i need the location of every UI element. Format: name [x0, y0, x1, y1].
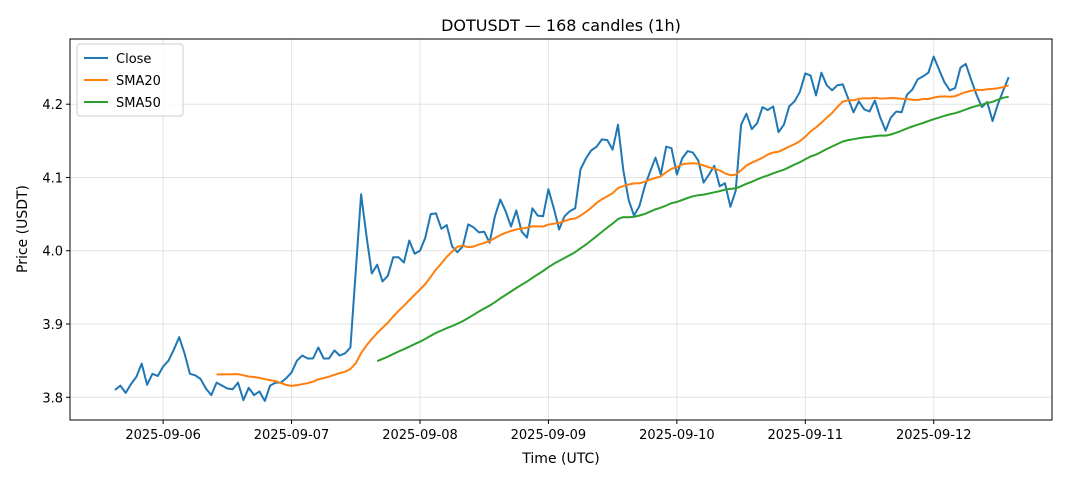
legend-label-close: Close — [116, 52, 151, 67]
y-tick-label: 4.0 — [42, 245, 63, 260]
series-line-close — [114, 55, 1010, 402]
x-tick-label: 2025-09-06 — [125, 428, 201, 443]
x-tick-label: 2025-09-11 — [768, 428, 844, 443]
legend: Close SMA20 SMA50 — [76, 43, 184, 117]
y-tick-label: 3.8 — [42, 391, 63, 406]
y-tick-label: 4.1 — [42, 171, 63, 186]
y-tick-label: 4.2 — [42, 98, 63, 113]
x-tick-label: 2025-09-12 — [896, 428, 972, 443]
y-tick-label: 3.9 — [42, 318, 63, 333]
grid — [70, 39, 1052, 420]
legend-box — [76, 43, 184, 117]
x-tick-label: 2025-09-10 — [639, 428, 715, 443]
legend-label-sma20: SMA20 — [116, 74, 161, 89]
x-tick-label: 2025-09-08 — [382, 428, 458, 443]
series-line-sma20 — [216, 84, 1010, 387]
x-tick-label: 2025-09-07 — [254, 428, 330, 443]
y-axis-label: Price (USDT) — [15, 185, 31, 273]
y-axis-ticks: 3.8 3.9 4.0 4.1 4.2 — [42, 98, 70, 406]
series-lines — [114, 55, 1010, 402]
plot-frame — [69, 38, 1053, 421]
chart-title: DOTUSDT — 168 candles (1h) — [441, 16, 681, 35]
legend-label-sma50: SMA50 — [116, 96, 161, 111]
x-tick-label: 2025-09-09 — [511, 428, 587, 443]
x-axis-label: Time (UTC) — [521, 451, 599, 467]
x-axis-ticks: 2025-09-06 2025-09-07 2025-09-08 2025-09-09… — [125, 420, 972, 443]
series-line-sma50 — [376, 95, 1009, 363]
